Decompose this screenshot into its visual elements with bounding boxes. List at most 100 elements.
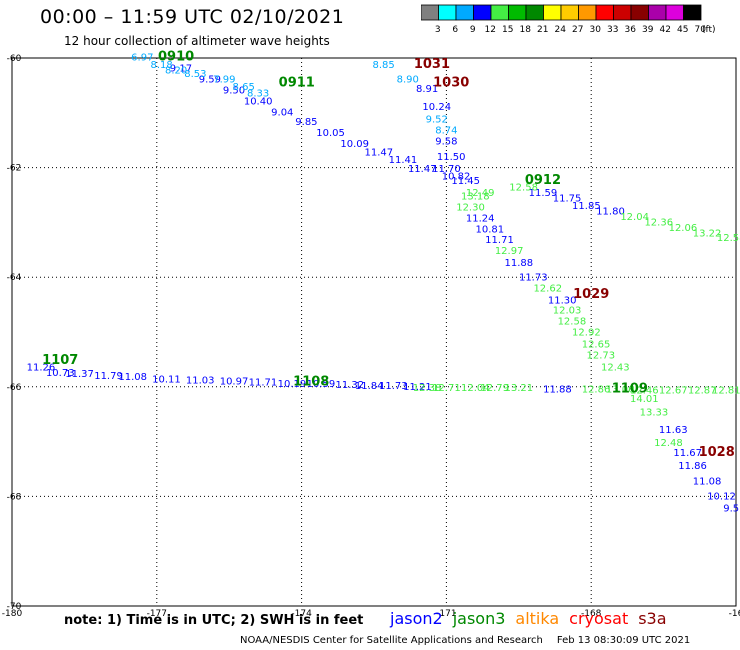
swh-label: 13.06 <box>606 384 635 395</box>
swh-label: 9.17 <box>170 64 192 75</box>
swh-label: 11.08 <box>118 372 147 383</box>
legend-bin-label: 9 <box>470 25 476 34</box>
time-label: 0911 <box>279 75 315 90</box>
swh-label: 7.99 <box>213 75 235 86</box>
legend-bin-label: 70 <box>695 25 707 34</box>
page-title: 00:00 – 11:59 UTC 02/10/2021 <box>40 6 345 28</box>
swh-label: 9.50 <box>223 86 245 97</box>
satellite-name: jason3 <box>452 609 506 628</box>
time-label: 0910 <box>158 50 194 65</box>
y-tick-label: -64 <box>7 273 22 283</box>
swh-label: 12.48 <box>654 438 683 449</box>
swh-label: 12.87 <box>688 385 717 396</box>
swh-label: 10.12 <box>707 492 736 503</box>
swh-label: 12.67 <box>659 385 688 396</box>
swh-label: 11.21 <box>403 382 432 393</box>
y-tick-label: -70 <box>7 602 22 612</box>
time-label: 1109 <box>612 381 648 396</box>
y-tick-label: -66 <box>7 383 22 393</box>
x-tick-label: -168 <box>581 609 602 619</box>
page-subtitle: 12 hour collection of altimeter wave hei… <box>64 34 330 48</box>
swh-label: 11.75 <box>553 194 582 205</box>
x-tick-label: -171 <box>436 609 456 619</box>
time-label: 0912 <box>525 173 561 188</box>
swh-label: 10.59 <box>307 379 336 390</box>
legend-swatch <box>683 4 702 21</box>
swh-label: 11.73 <box>519 272 548 283</box>
swh-label: 12.86 <box>582 384 611 395</box>
legend-bin-label: 36 <box>625 25 637 34</box>
swh-label: 12.58 <box>509 183 538 194</box>
swh-label: 12.04 <box>620 212 649 223</box>
swh-label: 12.36 <box>644 218 673 229</box>
swh-label: 12.38 <box>413 383 442 394</box>
swh-label: 12.81 <box>712 385 740 396</box>
time-label: 1030 <box>433 75 469 90</box>
legend-bin-label: 3 <box>435 25 441 34</box>
swh-label: 12.49 <box>466 188 495 199</box>
swh-label: 12.73 <box>587 350 616 361</box>
color-scale-legend: 3 6 9 12 15 18 21 24 27 30 33 36 39 42 45 70(ft) <box>421 4 716 34</box>
swh-label: 13.33 <box>640 407 669 418</box>
swh-label: 14.01 <box>630 394 659 405</box>
swh-label: 11.63 <box>659 425 688 436</box>
legend-bin-label: 6 <box>452 25 458 34</box>
swh-label: 13.21 <box>504 383 533 394</box>
swh-label: 8.53 <box>184 69 206 80</box>
x-tick-label: -174 <box>291 609 312 619</box>
satellite-legend: jason2 jason3 altika cryosat s3a <box>390 609 677 628</box>
swh-label: 8.65 <box>233 82 255 93</box>
swh-label: 12.65 <box>582 339 611 350</box>
swh-label: 11.26 <box>27 362 56 373</box>
legend-bin-label: 30 <box>590 25 602 34</box>
swh-label: 11.84 <box>355 381 384 392</box>
swh-label: 11.30 <box>548 296 577 307</box>
swh-label: 11.47 <box>365 148 394 159</box>
swh-label: 12.46 <box>630 385 659 396</box>
swh-label: 9.58 <box>435 137 457 148</box>
swh-label: 10.82 <box>442 172 471 183</box>
satellite-name: s3a <box>638 609 667 628</box>
swh-label: 11.37 <box>65 369 94 380</box>
swh-label: 11.73 <box>379 381 408 392</box>
swh-label: 11.79 <box>94 371 123 382</box>
timestamp: Feb 13 08:30:09 UTC 2021 <box>556 635 691 646</box>
swh-label: 11.71 <box>485 235 514 246</box>
swh-label: 11.08 <box>693 476 722 487</box>
time-label: 1031 <box>414 57 450 72</box>
swh-label: 8.90 <box>397 75 419 86</box>
swh-label: 8.20 <box>165 65 187 76</box>
swh-label: 12.06 <box>669 223 698 234</box>
satellite-name: jason2 <box>390 609 443 628</box>
satellite-name: altika <box>515 609 560 628</box>
swh-label: 12.03 <box>553 305 582 316</box>
swh-label: 9.52 <box>426 115 448 126</box>
swh-label: 9.5 <box>723 504 739 515</box>
swh-label: 12.04 <box>461 383 490 394</box>
swh-label: 8.18 <box>150 60 172 71</box>
legend-bin-label: 33 <box>607 25 618 34</box>
swh-label: 9.85 <box>295 117 317 128</box>
swh-label: 11.67 <box>673 448 702 459</box>
legend-bin-label: 42 <box>660 25 671 34</box>
swh-label: 12.30 <box>456 202 485 213</box>
footer-note: note: 1) Time is in UTC; 2) SWH is in fe… <box>64 613 364 628</box>
swh-label: 12.79 <box>480 383 509 394</box>
swh-label: 10.40 <box>244 97 273 108</box>
swh-label: 11.03 <box>186 376 215 387</box>
y-tick-label: -62 <box>7 164 22 174</box>
swh-label: 10.24 <box>422 102 451 113</box>
time-label: 1029 <box>573 287 609 302</box>
time-label: 1028 <box>699 445 735 460</box>
swh-label: 11.59 <box>529 188 558 199</box>
swh-label: 12.58 <box>558 316 587 327</box>
credit-text: NOAA/NESDIS Center for Satellite Applica… <box>240 635 543 646</box>
swh-label: 10.97 <box>220 377 249 388</box>
swh-label: 11.80 <box>596 207 625 218</box>
swh-label: 9.04 <box>271 108 293 119</box>
swh-label: 11.41 <box>389 155 418 166</box>
swh-label: 11.71 <box>249 378 278 389</box>
swh-label: 12.43 <box>601 362 630 373</box>
swh-label: 11.50 <box>437 152 466 163</box>
